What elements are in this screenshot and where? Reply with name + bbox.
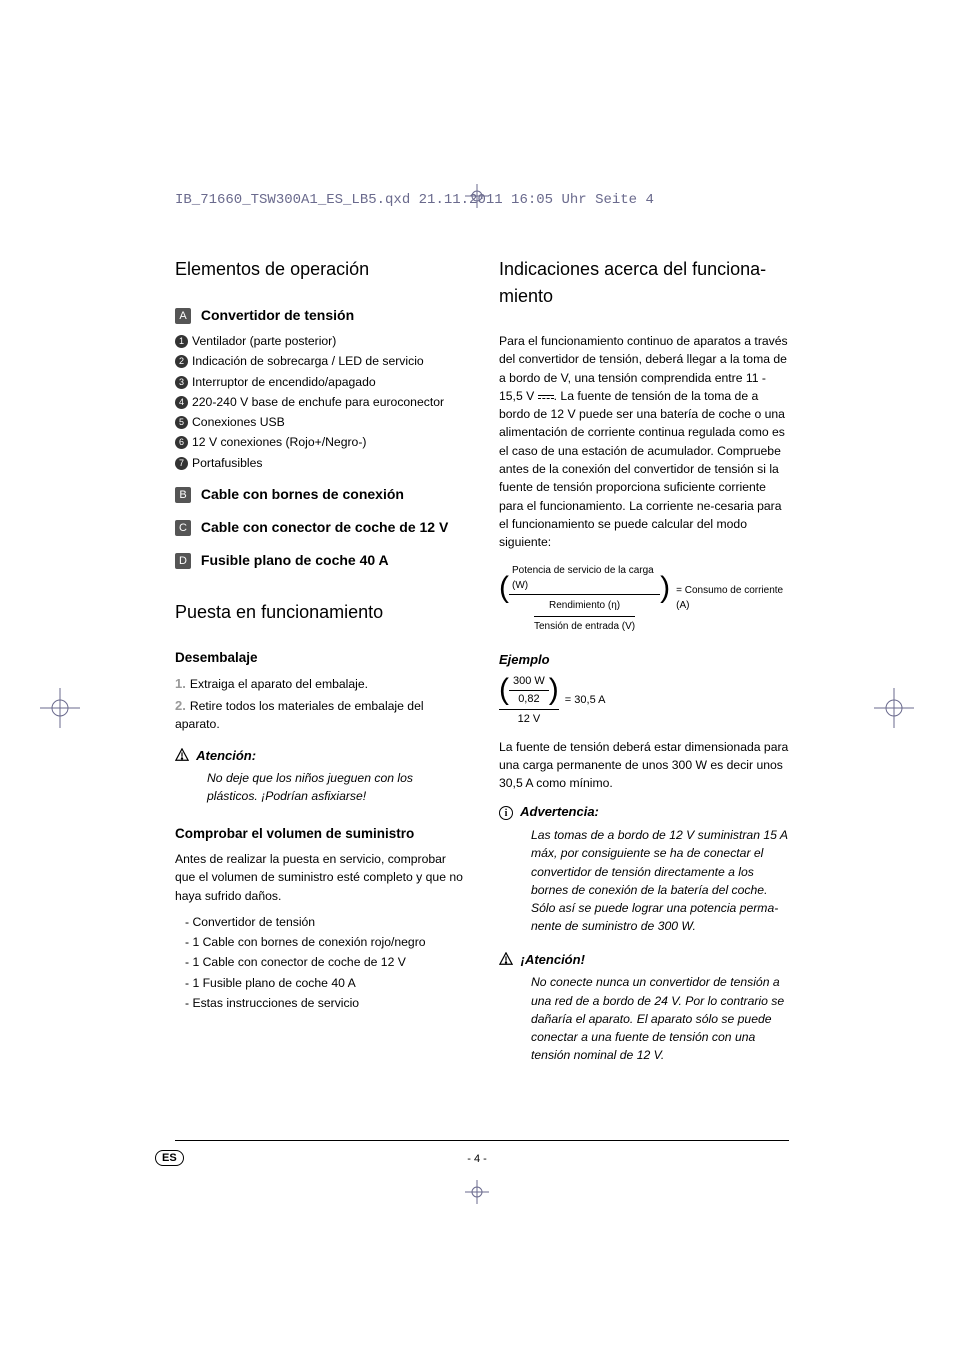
- formula-denominator: Rendimiento (η): [546, 597, 623, 614]
- advertencia-label: Advertencia:: [520, 804, 599, 819]
- item-1-marker: 1: [175, 335, 188, 348]
- dc-symbol-icon: [538, 395, 554, 399]
- print-slug-header: IB_71660_TSW300A1_ES_LB5.qxd 21.11.2011 …: [175, 190, 654, 210]
- paren-close: ): [660, 562, 670, 614]
- desembalaje-steps: 1. Extraiga el aparato del embalaje. 2.Re…: [175, 674, 465, 733]
- atencion-text: No deje que los niños jueguen con los pl…: [207, 769, 465, 806]
- right-body-1: Para el funcionamiento continuo de apara…: [499, 332, 789, 552]
- section-b-label: Cable con bornes de conexión: [201, 486, 404, 502]
- example-pw: 300 W: [509, 673, 549, 691]
- heading-comprobar: Comprobar el volumen de suministro: [175, 824, 465, 844]
- heading-indicaciones: Indicaciones acerca del funciona-miento: [499, 256, 789, 310]
- section-a-title: A Convertidor de tensión: [175, 305, 465, 326]
- example-fraction: 300 W 0,82: [509, 673, 549, 707]
- section-c-title: C Cable con conector de coche de 12 V: [175, 517, 465, 538]
- registration-mark-right: [874, 688, 914, 728]
- formula-fraction-1: Potencia de servicio de la carga (W) Ren…: [509, 562, 660, 614]
- heading-puesta: Puesta en funcionamiento: [175, 599, 465, 626]
- heading-desembalaje: Desembalaje: [175, 648, 465, 668]
- item-7: Portafusibles: [192, 456, 262, 470]
- atencion2-label: ¡Atención!: [521, 952, 585, 967]
- left-column: Elementos de operación A Convertidor de …: [175, 256, 465, 1065]
- atencion2-text: No conecte nunca un convertidor de tensi…: [531, 973, 789, 1064]
- paren-open: (: [499, 679, 509, 701]
- paren-close: ): [549, 679, 559, 701]
- section-a-label: Convertidor de tensión: [201, 307, 354, 323]
- example-block: ( 300 W 0,82 ) 12 V = 30,5 A: [499, 673, 789, 728]
- footer-rule: [175, 1140, 789, 1141]
- example-vin: 12 V: [499, 709, 559, 728]
- item-4-marker: 4: [175, 396, 188, 409]
- letterbox-b: B: [175, 487, 191, 503]
- warning-triangle-icon: [175, 748, 189, 762]
- step-1-num: 1.: [175, 676, 186, 691]
- section-d-title: D Fusible plano de coche 40 A: [175, 550, 465, 571]
- body1b: . La fuente de tensión de la toma de a b…: [499, 389, 785, 549]
- item-7-marker: 7: [175, 457, 188, 470]
- item-2-marker: 2: [175, 355, 188, 368]
- right-column: Indicaciones acerca del funciona-miento …: [499, 256, 789, 1065]
- paren-open: (: [499, 562, 509, 614]
- heading-elementos: Elementos de operación: [175, 256, 465, 283]
- formula-numerator: Potencia de servicio de la carga (W): [509, 562, 660, 594]
- item-4: 220-240 V base de enchufe para euroconec…: [192, 395, 444, 409]
- list-item: 1 Cable con conector de coche de 12 V: [197, 953, 465, 971]
- registration-mark-left: [40, 688, 80, 728]
- formula-block: ( Potencia de servicio de la carga (W) R…: [499, 562, 789, 634]
- section-c-label: Cable con conector de coche de 12 V: [201, 519, 448, 535]
- info-circle-icon: i: [499, 806, 513, 820]
- warning-triangle-icon: [499, 952, 513, 966]
- step-1: Extraiga el aparato del embalaje.: [190, 677, 368, 691]
- item-2: Indicación de sobrecarga / LED de servic…: [192, 354, 424, 368]
- right-body-2: La fuente de tensión deberá estar dimens…: [499, 738, 789, 793]
- comprobar-body: Antes de realizar la puesta en servicio,…: [175, 850, 465, 905]
- section-b-title: B Cable con bornes de conexión: [175, 484, 465, 505]
- registration-mark-top: [465, 184, 489, 208]
- step-2-num: 2.: [175, 698, 186, 713]
- item-1: Ventilador (parte posterior): [192, 334, 336, 348]
- example-result: = 30,5 A: [565, 692, 606, 709]
- list-item: Estas instrucciones de servicio: [197, 994, 465, 1012]
- example-eta: 0,82: [509, 691, 549, 708]
- ejemplo-heading: Ejemplo: [499, 650, 789, 670]
- item-5-marker: 5: [175, 416, 188, 429]
- atencion-heading: Atención:: [175, 746, 465, 766]
- item-6: 12 V conexiones (Rojo+/Negro-): [192, 435, 366, 449]
- formula-result: = Consumo de corriente (A): [676, 583, 789, 613]
- item-5: Conexiones USB: [192, 415, 285, 429]
- list-item: 1 Cable con bornes de conexión rojo/negr…: [197, 933, 465, 951]
- item-6-marker: 6: [175, 436, 188, 449]
- letterbox-d: D: [175, 553, 191, 569]
- letterbox-a: A: [175, 308, 191, 324]
- list-item: 1 Fusible plano de coche 40 A: [197, 974, 465, 992]
- step-2: Retire todos los materiales de embalaje …: [175, 699, 424, 732]
- item-3: Interruptor de encendido/apagado: [192, 375, 376, 389]
- item-3-marker: 3: [175, 376, 188, 389]
- formula-divisor: Tensión de entrada (V): [534, 616, 635, 634]
- comprobar-list: Convertidor de tensión 1 Cable con borne…: [185, 913, 465, 1012]
- letterbox-c: C: [175, 520, 191, 536]
- registration-mark-bottom: [465, 1180, 489, 1204]
- list-item: Convertidor de tensión: [197, 913, 465, 931]
- page-number: - 4 -: [0, 1152, 954, 1168]
- atencion2-heading: ¡Atención!: [499, 950, 789, 970]
- section-a-items: 1 Ventilador (parte posterior) 2 Indicació…: [175, 332, 465, 472]
- section-d-label: Fusible plano de coche 40 A: [201, 552, 389, 568]
- atencion-label: Atención:: [196, 748, 256, 763]
- advertencia-text: Las tomas de a bordo de 12 V suministran…: [531, 826, 789, 936]
- advertencia-heading: i Advertencia:: [499, 802, 789, 822]
- language-badge: ES: [155, 1150, 184, 1166]
